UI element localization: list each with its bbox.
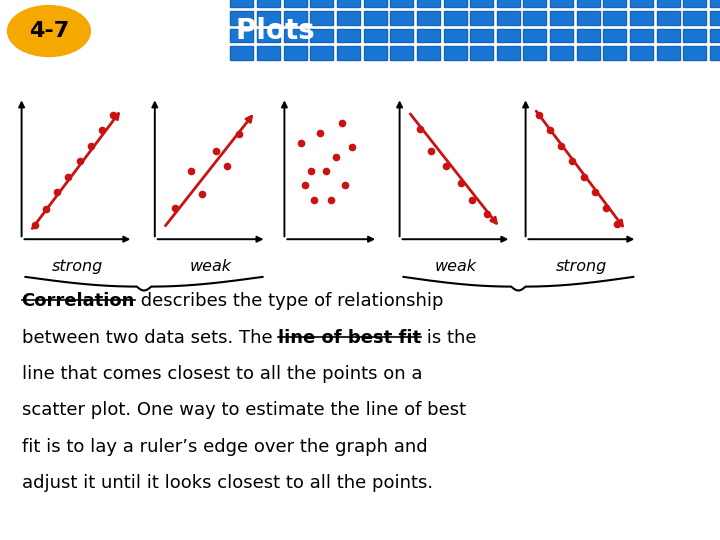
Text: weak: weak	[189, 259, 232, 274]
Bar	[577, 11, 600, 25]
Ellipse shape	[8, 5, 91, 57]
Bar	[630, 29, 653, 42]
Bar	[310, 11, 333, 25]
Bar	[497, 46, 520, 59]
Bar	[310, 0, 333, 8]
Bar	[284, 0, 307, 8]
Text: weak: weak	[434, 259, 477, 274]
Bar	[337, 46, 360, 59]
Text: adjust it until it looks closest to all the points.: adjust it until it looks closest to all …	[22, 474, 433, 492]
Bar	[470, 46, 493, 59]
Bar	[337, 11, 360, 25]
Bar	[444, 29, 467, 42]
Bar	[284, 46, 307, 59]
Bar	[417, 0, 440, 8]
Text: strong: strong	[52, 259, 103, 274]
Bar	[470, 0, 493, 8]
Text: between two data sets. The: between two data sets. The	[22, 329, 278, 347]
Bar	[390, 11, 413, 25]
Text: fit is to lay a ruler’s edge over the graph and: fit is to lay a ruler’s edge over the gr…	[22, 437, 427, 456]
Bar	[230, 11, 253, 25]
Bar	[497, 29, 520, 42]
Bar	[603, 46, 626, 59]
Text: 4-7: 4-7	[29, 21, 69, 41]
Bar	[550, 29, 573, 42]
Bar	[230, 0, 253, 8]
Bar	[710, 11, 720, 25]
Bar	[364, 29, 387, 42]
Bar	[444, 0, 467, 8]
Text: line that comes closest to all the points on a: line that comes closest to all the point…	[22, 365, 422, 383]
Bar	[550, 11, 573, 25]
Bar	[417, 11, 440, 25]
Bar	[337, 0, 360, 8]
Bar	[310, 46, 333, 59]
Bar	[257, 11, 280, 25]
Bar	[417, 46, 440, 59]
Bar	[577, 46, 600, 59]
Bar	[550, 46, 573, 59]
Bar	[257, 29, 280, 42]
Bar	[523, 46, 546, 59]
Bar	[523, 11, 546, 25]
Bar	[444, 11, 467, 25]
Bar	[470, 11, 493, 25]
Bar	[657, 0, 680, 8]
Bar	[390, 0, 413, 8]
Bar	[470, 29, 493, 42]
Text: Course 3: Course 3	[7, 516, 68, 529]
Bar	[603, 0, 626, 8]
Bar	[497, 0, 520, 8]
Bar	[523, 0, 546, 8]
Bar	[257, 0, 280, 8]
Text: Copyright © by Holt, Rinehart and Winston. All Rights Reserved.: Copyright © by Holt, Rinehart and Winsto…	[397, 517, 713, 528]
Bar	[310, 29, 333, 42]
Bar	[657, 11, 680, 25]
Bar	[257, 46, 280, 59]
Bar	[710, 46, 720, 59]
Bar	[603, 11, 626, 25]
Text: strong: strong	[556, 259, 607, 274]
Text: Scatter Plots: Scatter Plots	[112, 17, 315, 45]
Bar	[364, 11, 387, 25]
Bar	[683, 11, 706, 25]
Bar	[630, 46, 653, 59]
Bar	[417, 29, 440, 42]
Bar	[710, 29, 720, 42]
Bar	[710, 0, 720, 8]
Bar	[230, 29, 253, 42]
Bar	[284, 29, 307, 42]
Bar	[683, 46, 706, 59]
Bar	[230, 46, 253, 59]
Bar	[630, 11, 653, 25]
Bar	[364, 46, 387, 59]
Bar	[390, 46, 413, 59]
Bar	[284, 11, 307, 25]
Text: line of best fit: line of best fit	[278, 329, 421, 347]
Bar	[523, 29, 546, 42]
Bar	[630, 0, 653, 8]
Text: scatter plot. One way to estimate the line of best: scatter plot. One way to estimate the li…	[22, 401, 466, 419]
Bar	[364, 0, 387, 8]
Bar	[337, 29, 360, 42]
Bar	[390, 29, 413, 42]
Bar	[497, 11, 520, 25]
Text: is the: is the	[421, 329, 477, 347]
Text: Correlation: Correlation	[22, 292, 135, 310]
Bar	[444, 46, 467, 59]
Bar	[603, 29, 626, 42]
Bar	[577, 0, 600, 8]
Bar	[683, 29, 706, 42]
Bar	[683, 0, 706, 8]
Bar	[657, 29, 680, 42]
Bar	[657, 46, 680, 59]
Text: describes the type of relationship: describes the type of relationship	[135, 292, 444, 310]
Bar	[577, 29, 600, 42]
Bar	[550, 0, 573, 8]
